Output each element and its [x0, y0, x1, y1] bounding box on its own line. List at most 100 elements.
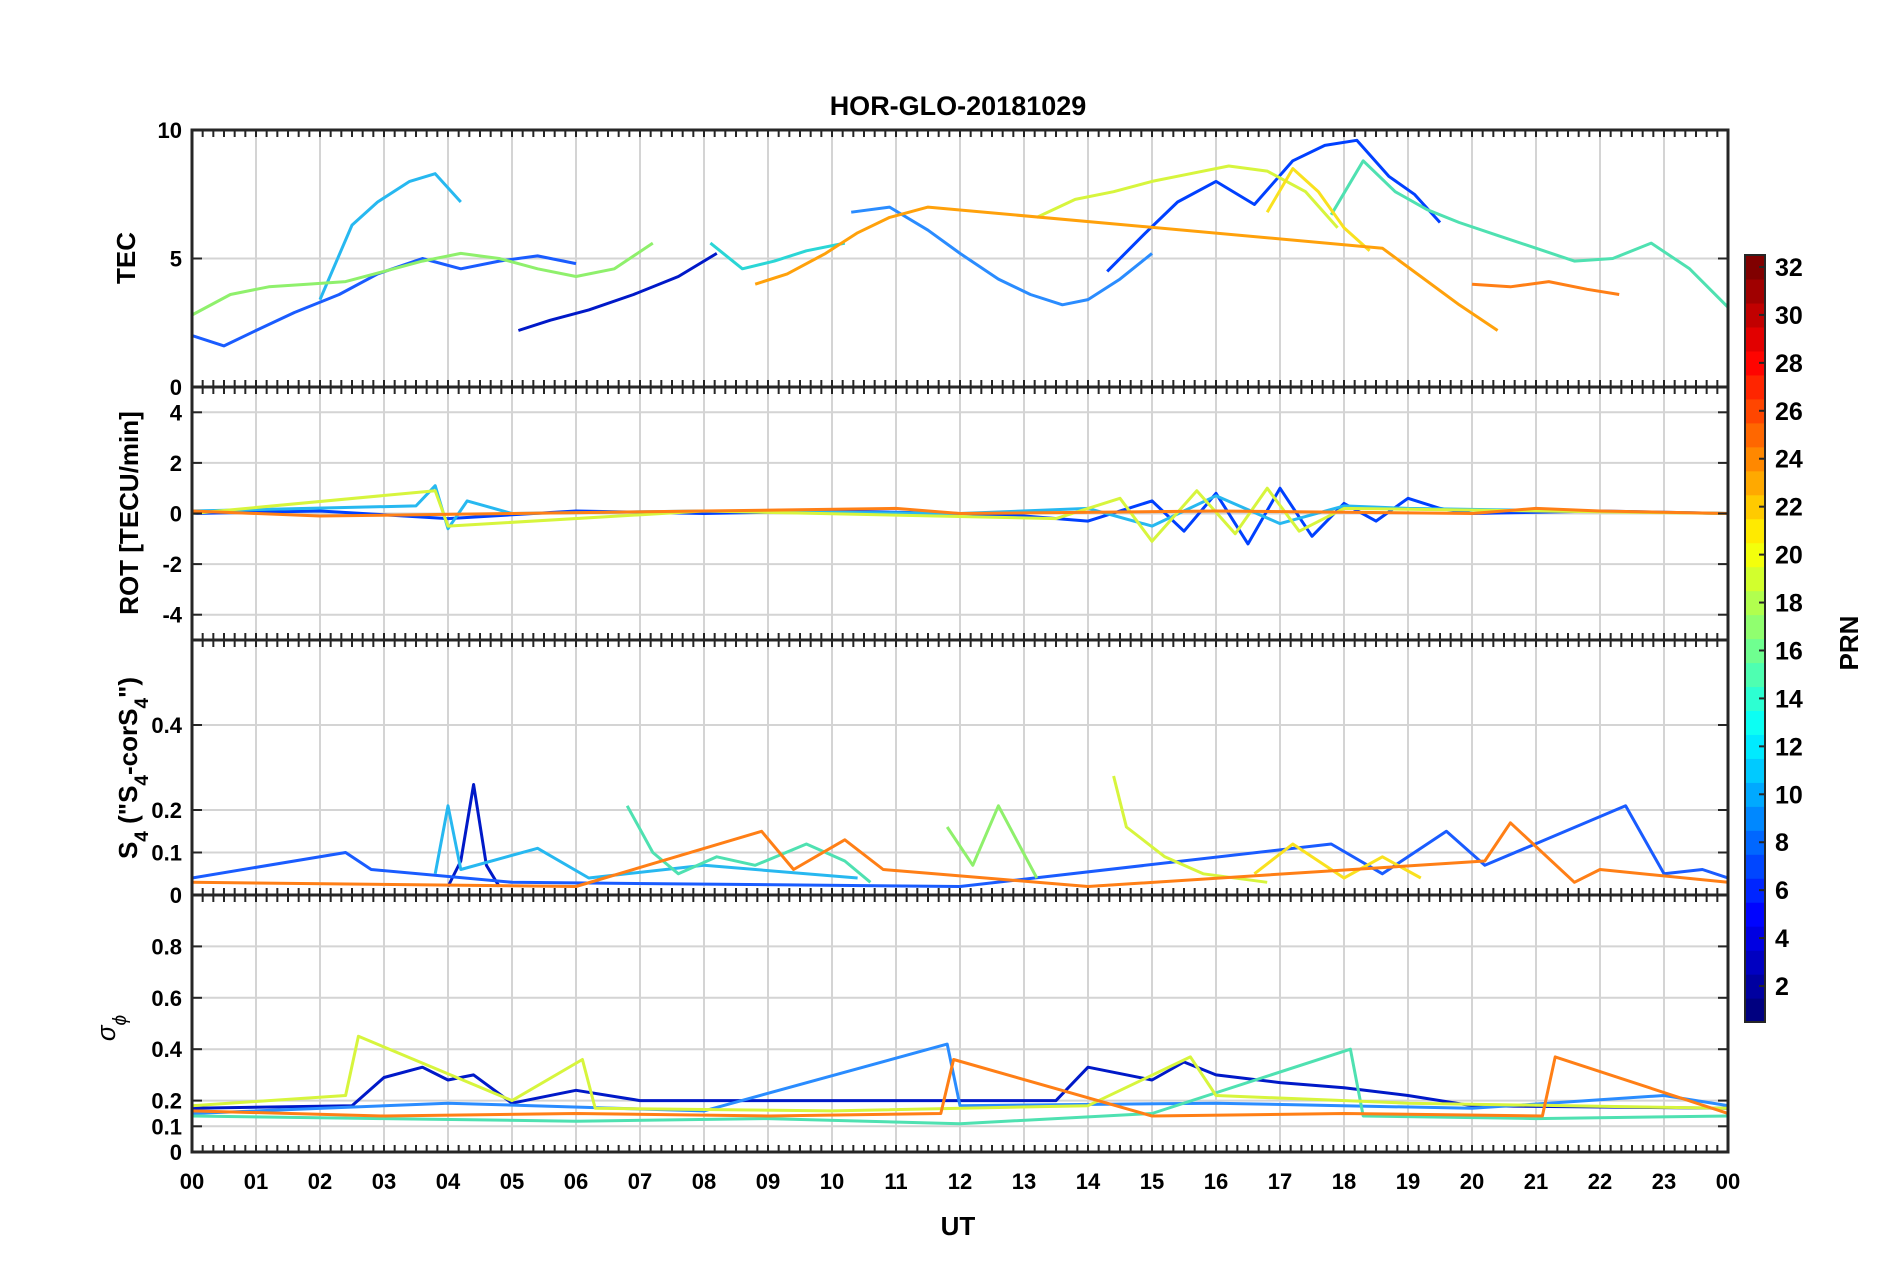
- y-tick-label: 0.8: [151, 934, 182, 959]
- y-tick-label: 0: [170, 1140, 182, 1165]
- x-tick-label: 01: [244, 1169, 268, 1194]
- panel-sigma: 00.10.2 0.4 0.6 0.8 00 01 02 03 04 05 06 07 08 09 10 11…: [151, 893, 1740, 1194]
- y-tick-label: 0.1: [151, 1114, 182, 1139]
- x-tick-label: 19: [1396, 1169, 1420, 1194]
- y-tick-label: 4: [170, 400, 183, 425]
- colorbar-segment: [1745, 446, 1765, 472]
- x-tick-label: 15: [1140, 1169, 1164, 1194]
- series-line-prn-9: [851, 205, 1153, 307]
- colorbar-segment: [1745, 278, 1765, 304]
- series-line-prn-23: [192, 821, 1728, 888]
- series-line-prn-19: [192, 486, 1728, 543]
- y-tick-label: 0.4: [151, 713, 182, 738]
- x-tick-label: 17: [1268, 1169, 1292, 1194]
- series-line-prn-19: [1036, 164, 1339, 229]
- series-line-prn-15: [1329, 159, 1728, 309]
- x-tick-label: 02: [308, 1169, 332, 1194]
- colorbar-segment: [1745, 302, 1765, 328]
- tec-ylabel: TEC: [111, 232, 141, 284]
- colorbar-segment: [1745, 854, 1765, 879]
- colorbar-tick-label: 18: [1775, 590, 1803, 618]
- x-tick-label: 16: [1204, 1169, 1228, 1194]
- series-line-prn-19: [192, 1034, 1728, 1113]
- colorbar-segment: [1745, 542, 1765, 568]
- series-line-prn-3: [192, 1060, 1728, 1110]
- x-tick-label: 18: [1332, 1169, 1356, 1194]
- series-line-prn-21: [1265, 167, 1371, 252]
- colorbar-tick-label: 4: [1775, 925, 1789, 953]
- colorbar-segment: [1745, 758, 1765, 783]
- x-tick-label: 03: [372, 1169, 396, 1194]
- colorbar-tick-label: 6: [1775, 877, 1789, 905]
- series-line-prn-17: [945, 804, 1039, 879]
- series-line-prn-15: [625, 805, 872, 884]
- colorbar-segment: [1745, 998, 1765, 1023]
- colorbar-segment: [1745, 878, 1765, 903]
- x-tick-label: 06: [564, 1169, 588, 1194]
- colorbar-tick-label: 32: [1775, 254, 1803, 282]
- s4-ylabel: S4 ("S4-corS4"): [113, 677, 153, 859]
- colorbar-tick-label: 30: [1775, 302, 1803, 330]
- colorbar-segment: [1745, 470, 1765, 496]
- x-tick-label: 05: [500, 1169, 524, 1194]
- colorbar-segment: [1745, 326, 1765, 352]
- colorbar-tick-label: 8: [1775, 829, 1789, 857]
- series-line-prn-17: [192, 241, 654, 317]
- colorbar-tick-label: 12: [1775, 733, 1803, 761]
- series-line-prn-9: [192, 1042, 1728, 1115]
- colorbar-segment: [1745, 350, 1765, 376]
- x-tick-label: 10: [820, 1169, 844, 1194]
- colorbar-segment: [1745, 710, 1765, 735]
- x-tick-label: 13: [1012, 1169, 1036, 1194]
- series-line-prn-11: [433, 804, 858, 880]
- colorbar-segment: [1745, 255, 1765, 280]
- y-tick-label: 0.6: [151, 986, 182, 1011]
- series-line-prn-11: [318, 172, 462, 301]
- rot-ylabel: ROT [TECU/min]: [114, 411, 144, 615]
- x-tick-label: 09: [756, 1169, 780, 1194]
- colorbar-tick-label: 14: [1775, 685, 1803, 713]
- colorbar-tick-label: 16: [1775, 637, 1803, 665]
- x-tick-label: 23: [1652, 1169, 1676, 1194]
- series-line-prn-23: [192, 506, 1728, 518]
- colorbar-segment: [1745, 494, 1765, 520]
- x-tick-label: 12: [948, 1169, 972, 1194]
- colorbar-tick-label: 22: [1775, 494, 1803, 522]
- y-tick-label: 0.2: [151, 798, 182, 823]
- y-tick-label: 5: [170, 247, 182, 272]
- colorbar-segment: [1745, 638, 1765, 664]
- colorbar-tick-label: 20: [1775, 542, 1803, 570]
- colorbar-tick-label: 26: [1775, 398, 1803, 426]
- chart-title: HOR-GLO-20181029: [830, 91, 1087, 121]
- x-tick-label: 07: [628, 1169, 652, 1194]
- series-line-prn-5: [1106, 138, 1442, 273]
- colorbar-segment: [1745, 974, 1765, 999]
- x-tick-label: 04: [436, 1169, 461, 1194]
- colorbar-tick-label: 24: [1775, 446, 1803, 474]
- y-tick-label: 0.2: [151, 1089, 182, 1114]
- y-tick-label: -4: [162, 603, 182, 628]
- x-tick-label: 00: [180, 1169, 204, 1194]
- y-tick-label: 0.1: [151, 841, 182, 866]
- colorbar-frame: [1744, 254, 1766, 1023]
- colorbar-segment: [1745, 662, 1765, 688]
- x-tick-label: 21: [1524, 1169, 1548, 1194]
- series-line-prn-13: [709, 241, 846, 271]
- colorbar-tick-label: 2: [1775, 973, 1789, 1001]
- colorbar-segment: [1745, 566, 1765, 592]
- y-tick-label: 2: [170, 451, 182, 476]
- series-line-prn-3: [517, 252, 718, 332]
- panel-s4: 0 0.1 0.2 0.4: [151, 638, 1730, 908]
- series-line-prn-7: [192, 804, 1728, 888]
- y-tick-label: 0: [170, 375, 182, 400]
- y-tick-label: 0: [170, 502, 182, 527]
- series-line-prn-23: [192, 1055, 1728, 1118]
- x-tick-label: 00: [1716, 1169, 1740, 1194]
- series-line-prn-3: [446, 783, 501, 888]
- colorbar-segment: [1745, 830, 1765, 855]
- x-tick-label: 20: [1460, 1169, 1484, 1194]
- colorbar-segment: [1745, 926, 1765, 951]
- colorbar-label: PRN: [1834, 616, 1864, 671]
- panel-rot: -4 -2 0 2 4: [162, 385, 1730, 642]
